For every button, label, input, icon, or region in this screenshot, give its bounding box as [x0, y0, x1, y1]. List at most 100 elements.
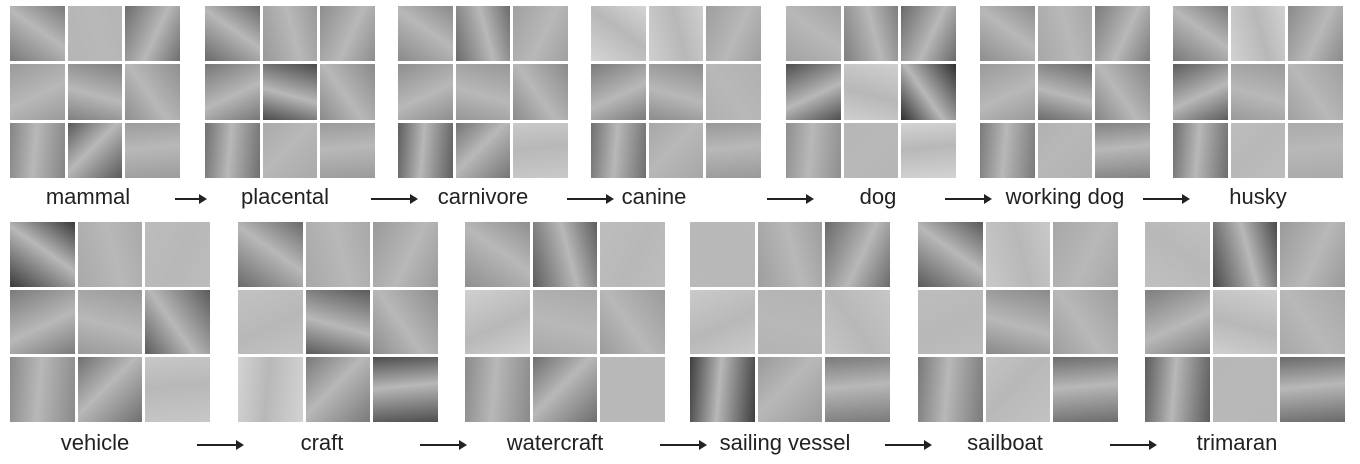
image-thumbnail [918, 357, 983, 422]
image-thumbnail [320, 122, 375, 178]
arrow-icon [197, 440, 244, 450]
image-thumbnail [262, 6, 318, 62]
image-thumbnail [1230, 122, 1286, 178]
category-label: craft [300, 430, 344, 455]
arrow-icon [1110, 440, 1157, 450]
image-thumbnail [600, 289, 665, 355]
image-thumbnail [465, 357, 530, 422]
arrow-icon [660, 440, 707, 450]
image-thumbnail [591, 6, 646, 62]
image-thumbnail [1288, 6, 1343, 62]
image-thumbnail [398, 64, 453, 120]
category-label: trimaran [1196, 430, 1278, 455]
image-thumbnail [10, 6, 65, 62]
category-label: sailing vessel [719, 430, 851, 455]
image-thumbnail [532, 289, 598, 355]
image-thumbnail [238, 357, 303, 422]
image-thumbnail [1053, 357, 1118, 422]
image-thumbnail [1280, 289, 1345, 355]
image-thumbnail [10, 222, 75, 287]
category-label: mammal [45, 184, 131, 209]
image-thumbnail [10, 357, 75, 422]
image-thumbnail [305, 289, 371, 355]
image-thumbnail [1095, 6, 1150, 62]
image-grid [591, 6, 761, 178]
image-thumbnail [145, 222, 210, 287]
image-thumbnail [513, 122, 568, 178]
image-thumbnail [398, 6, 453, 62]
image-thumbnail [1145, 222, 1210, 287]
image-thumbnail [205, 122, 260, 178]
image-thumbnail [1230, 6, 1286, 62]
image-thumbnail [1173, 6, 1228, 62]
image-thumbnail [145, 289, 210, 355]
image-thumbnail [205, 64, 260, 120]
arrow-icon [567, 194, 614, 204]
image-thumbnail [980, 122, 1035, 178]
image-thumbnail [786, 64, 841, 120]
image-thumbnail [1212, 357, 1278, 422]
image-thumbnail [1173, 122, 1228, 178]
category-label: working dog [1005, 184, 1125, 209]
image-thumbnail [320, 6, 375, 62]
image-thumbnail [305, 357, 371, 422]
category-label: husky [1229, 184, 1287, 209]
category-label: watercraft [506, 430, 604, 455]
image-grid [205, 6, 375, 178]
image-thumbnail [985, 222, 1051, 287]
image-thumbnail [455, 64, 511, 120]
image-thumbnail [262, 64, 318, 120]
image-thumbnail [465, 289, 530, 355]
image-thumbnail [373, 222, 438, 287]
image-thumbnail [1173, 64, 1228, 120]
image-thumbnail [67, 122, 123, 178]
image-thumbnail [757, 357, 823, 422]
image-thumbnail [1288, 64, 1343, 120]
arrow-icon [175, 194, 207, 204]
image-thumbnail [901, 64, 956, 120]
image-thumbnail [262, 122, 318, 178]
image-thumbnail [1212, 222, 1278, 287]
image-thumbnail [843, 122, 899, 178]
image-thumbnail [1145, 357, 1210, 422]
image-thumbnail [1037, 6, 1093, 62]
image-thumbnail [10, 122, 65, 178]
image-thumbnail [1288, 122, 1343, 178]
image-thumbnail [77, 357, 143, 422]
image-thumbnail [1095, 64, 1150, 120]
image-thumbnail [77, 289, 143, 355]
image-thumbnail [985, 357, 1051, 422]
image-thumbnail [980, 6, 1035, 62]
image-thumbnail [10, 289, 75, 355]
category-label: dog [859, 184, 897, 209]
image-thumbnail [305, 222, 371, 287]
arrow-icon [1143, 194, 1190, 204]
image-thumbnail [77, 222, 143, 287]
image-thumbnail [600, 222, 665, 287]
image-thumbnail [125, 64, 180, 120]
image-thumbnail [918, 222, 983, 287]
image-thumbnail [648, 122, 704, 178]
arrow-icon [885, 440, 932, 450]
image-grid [1145, 222, 1345, 422]
image-thumbnail [10, 64, 65, 120]
image-thumbnail [706, 122, 761, 178]
image-thumbnail [706, 6, 761, 62]
image-grid [786, 6, 956, 178]
image-thumbnail [238, 222, 303, 287]
category-label: sailboat [967, 430, 1043, 455]
image-thumbnail [690, 222, 755, 287]
image-thumbnail [901, 6, 956, 62]
image-thumbnail [398, 122, 453, 178]
category-label: canine [621, 184, 687, 209]
image-thumbnail [843, 64, 899, 120]
image-thumbnail [1037, 64, 1093, 120]
image-grid [980, 6, 1150, 178]
image-thumbnail [513, 64, 568, 120]
image-thumbnail [591, 122, 646, 178]
image-thumbnail [901, 122, 956, 178]
arrow-icon [945, 194, 992, 204]
image-thumbnail [532, 222, 598, 287]
image-thumbnail [690, 357, 755, 422]
image-thumbnail [1095, 122, 1150, 178]
